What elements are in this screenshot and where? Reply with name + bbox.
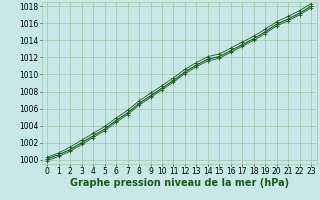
X-axis label: Graphe pression niveau de la mer (hPa): Graphe pression niveau de la mer (hPa): [70, 178, 289, 188]
